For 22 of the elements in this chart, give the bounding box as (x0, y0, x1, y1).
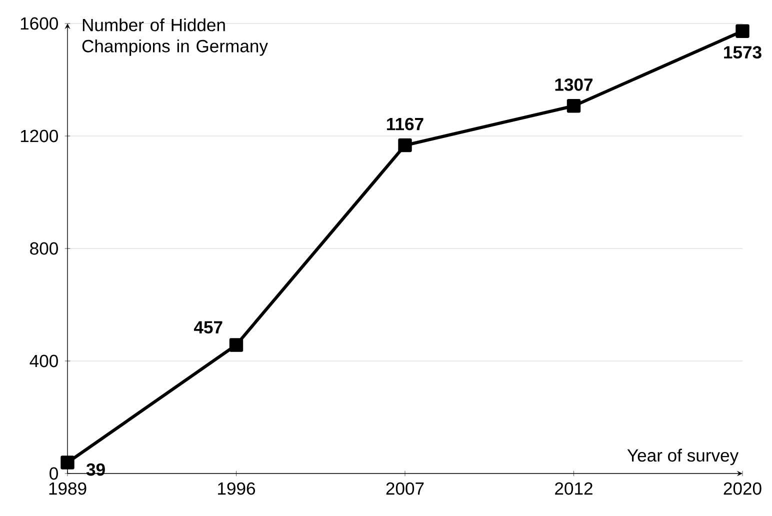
data-label: 1167 (387, 118, 424, 130)
x-tick-label: 2012 (555, 482, 592, 495)
data-label: 39 (86, 463, 105, 476)
data-label: 1573 (724, 46, 762, 59)
y-tick-label: 0 (50, 467, 58, 480)
y-tick-label: 1600 (20, 17, 58, 30)
point (566, 99, 581, 113)
y-tick-label: 1200 (20, 130, 58, 142)
y-tick-label: 800 (30, 242, 58, 255)
point (398, 138, 412, 152)
point (229, 338, 244, 352)
point (736, 24, 750, 38)
x-tick-label: 2020 (724, 482, 762, 495)
y-tick-label: 400 (30, 354, 58, 368)
point (60, 456, 74, 470)
x-axis-title: Year of survey (627, 448, 739, 466)
x-tick-label: 1989 (49, 482, 86, 495)
x-tick-label: 2007 (386, 482, 424, 495)
x-tick-label: 1996 (218, 482, 256, 495)
data-label: 457 (194, 321, 222, 334)
data-label: 1307 (555, 78, 593, 91)
y-axis-title: Number of Hidden Champions in Germany (82, 18, 268, 56)
